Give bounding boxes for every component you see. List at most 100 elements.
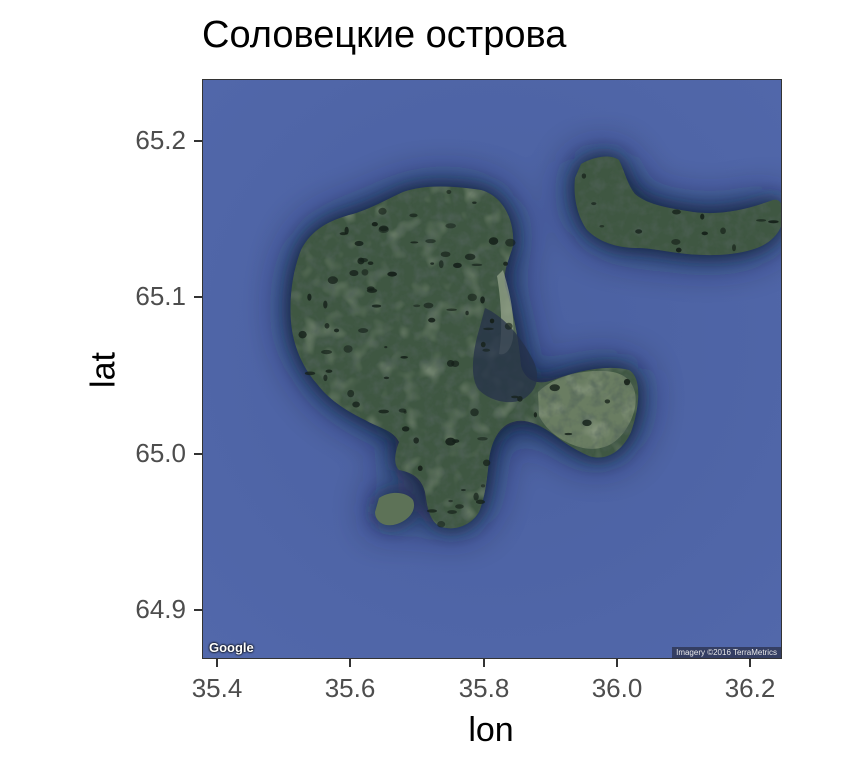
y-tick-label: 65.2	[135, 125, 186, 155]
lake	[446, 308, 457, 311]
lake	[623, 378, 631, 386]
y-tick-mark	[194, 453, 202, 455]
land-texture	[290, 156, 781, 529]
lake	[672, 209, 681, 215]
lake	[323, 374, 328, 382]
x-tick-mark	[216, 659, 218, 667]
imagery-attribution: Imagery ©2016 TerraMetrics	[672, 647, 781, 658]
lake	[343, 345, 353, 353]
lake	[471, 263, 483, 267]
lakes-layer	[298, 173, 779, 528]
map-panel[interactable]: Google Imagery ©2016 TerraMetrics	[202, 79, 782, 659]
lake	[477, 437, 488, 441]
lake	[367, 261, 374, 266]
lake	[354, 240, 364, 247]
lake	[387, 271, 397, 277]
lake	[371, 304, 382, 308]
lake	[366, 288, 378, 293]
lake	[445, 437, 456, 446]
x-tick-label: 35.8	[458, 673, 510, 703]
y-tick-mark	[194, 296, 202, 298]
lake	[324, 323, 330, 329]
lake	[451, 360, 460, 367]
lake	[307, 293, 312, 301]
lake	[438, 260, 444, 269]
lake	[448, 499, 453, 503]
lake	[732, 244, 736, 252]
lake	[383, 376, 390, 380]
map-title: Соловецкие острова	[202, 14, 567, 56]
lake	[409, 213, 418, 218]
lake	[671, 239, 681, 245]
lake	[489, 318, 495, 324]
lake	[304, 371, 316, 376]
inner-bay	[472, 308, 538, 403]
lake	[564, 432, 573, 436]
lake	[359, 257, 368, 263]
google-logo: Google	[209, 640, 254, 655]
lake	[472, 201, 477, 204]
lake	[333, 328, 340, 333]
lake	[756, 219, 767, 222]
lake	[505, 238, 516, 247]
lake	[517, 395, 523, 402]
lake	[475, 499, 485, 505]
x-tick-label: 35.4	[191, 673, 243, 703]
lake	[701, 231, 708, 236]
lake	[473, 492, 479, 501]
y-tick-mark	[194, 609, 202, 611]
lake	[437, 521, 446, 528]
lake	[504, 322, 513, 330]
lake	[482, 348, 491, 352]
lake	[700, 213, 705, 220]
lake	[599, 225, 605, 228]
lake	[325, 369, 333, 373]
lake	[400, 356, 408, 359]
lake	[483, 327, 494, 331]
lake	[446, 189, 452, 194]
lake	[440, 251, 451, 258]
lake	[480, 296, 485, 304]
x-tick-mark	[749, 659, 751, 667]
lake	[298, 330, 307, 339]
lake	[470, 408, 479, 417]
lake	[582, 419, 592, 427]
lake	[445, 223, 456, 229]
lake	[358, 328, 369, 333]
x-tick-label: 36.0	[591, 673, 643, 703]
lake	[323, 300, 328, 309]
lake	[378, 225, 389, 232]
x-tick-label: 36.2	[724, 673, 776, 703]
lake	[413, 437, 419, 444]
lake	[461, 488, 466, 492]
lake	[488, 237, 499, 245]
x-tick-mark	[349, 659, 351, 667]
lake	[581, 173, 587, 179]
lake	[482, 459, 491, 467]
satellite-map-image[interactable]	[203, 80, 782, 659]
lake	[635, 229, 643, 234]
lake	[467, 293, 477, 302]
lake	[533, 412, 538, 418]
lake	[549, 384, 560, 392]
lake	[455, 504, 464, 509]
lake	[417, 465, 423, 471]
lake	[413, 304, 421, 308]
lake	[398, 408, 407, 413]
lake	[768, 220, 779, 224]
lake	[349, 269, 359, 277]
lake	[428, 317, 436, 323]
lake	[426, 509, 438, 513]
lake	[480, 341, 486, 348]
x-tick-label: 35.6	[324, 673, 376, 703]
lake	[347, 389, 355, 398]
lake	[321, 349, 332, 355]
lake	[425, 239, 436, 244]
lake	[378, 409, 389, 414]
lake	[480, 484, 486, 488]
lake	[720, 227, 726, 235]
lake	[410, 241, 419, 244]
lake	[401, 426, 410, 432]
y-tick-label: 65.1	[135, 281, 186, 311]
lake	[675, 247, 682, 253]
